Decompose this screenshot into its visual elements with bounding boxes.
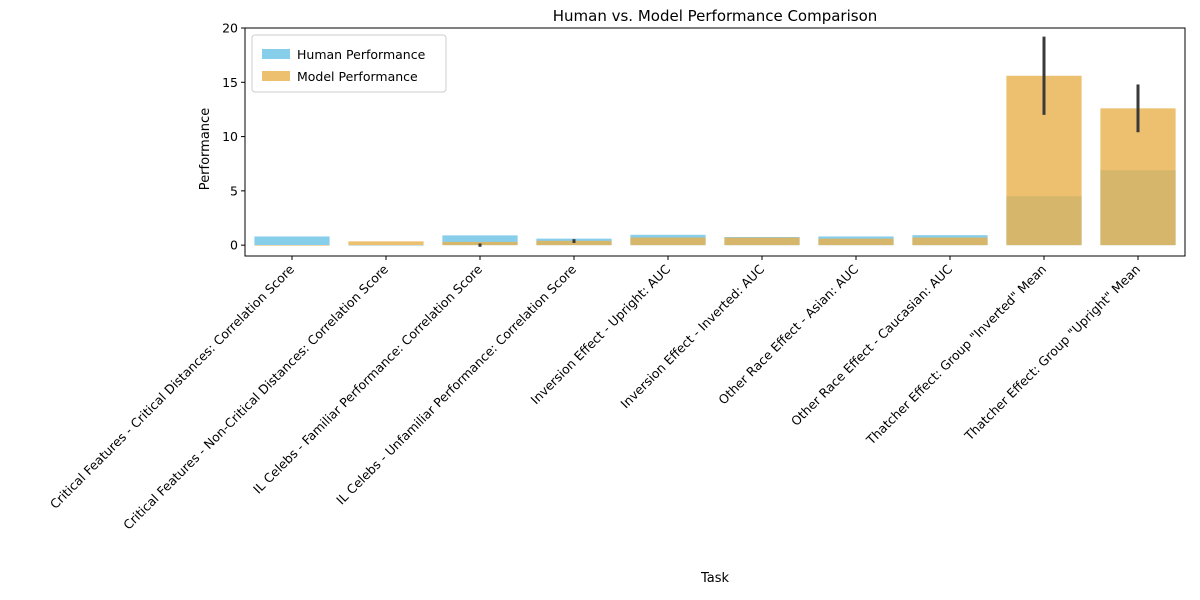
y-tick-label-3: 15 <box>222 75 238 90</box>
chart-title: Human vs. Model Performance Comparison <box>553 7 878 25</box>
model-bar-0 <box>254 245 330 246</box>
legend-frame <box>251 34 447 93</box>
error-bars <box>478 36 1140 247</box>
model-bars <box>254 75 1176 246</box>
y-axis-label: Performance <box>198 108 213 190</box>
plot-frame <box>244 27 1186 257</box>
legend-label-model: Model Performance <box>297 69 418 84</box>
y-tick-label-1: 5 <box>230 183 238 198</box>
legend: Human Performance Model Performance <box>251 34 447 93</box>
x-tick-label-9: Thatcher Effect: Group "Upright" Mean <box>961 262 1143 444</box>
model-bar-4 <box>630 237 706 246</box>
model-bar-5 <box>724 237 800 246</box>
human-bar-2 <box>442 235 518 246</box>
legend-swatch-human <box>262 49 290 59</box>
human-bar-0 <box>254 236 330 246</box>
model-bar-1 <box>348 241 424 246</box>
human-bar-1 <box>348 245 424 246</box>
x-tick-label-8: Thatcher Effect: Group "Inverted" Mean <box>863 262 1050 449</box>
x-axis: Critical Features - Critical Distances: … <box>47 256 1143 533</box>
x-axis-label: Task <box>700 571 730 586</box>
x-tick-label-7: Other Race Effect - Caucasian: AUC <box>788 261 955 428</box>
y-tick-label-4: 20 <box>222 21 238 36</box>
y-axis: 0 5 10 15 20 <box>222 21 245 253</box>
model-bar-7 <box>912 237 988 246</box>
legend-swatch-model <box>262 71 290 81</box>
legend-label-human: Human Performance <box>297 47 426 62</box>
model-bar-6 <box>818 238 894 246</box>
y-tick-label-0: 0 <box>230 238 238 253</box>
y-tick-label-2: 10 <box>222 129 238 144</box>
